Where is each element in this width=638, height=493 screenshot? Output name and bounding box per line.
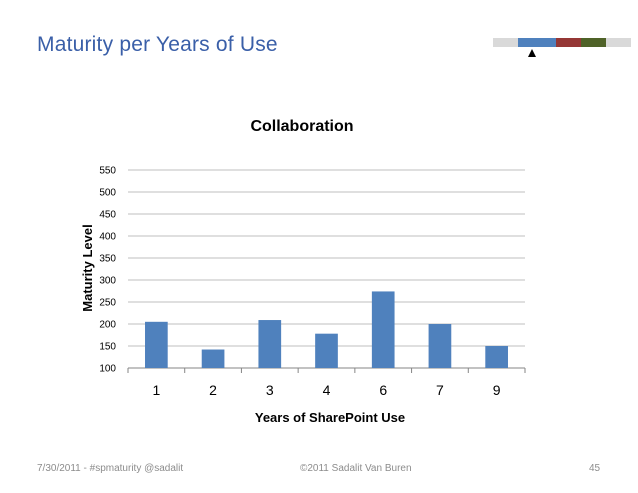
y-axis-title: Maturity Level [80,224,95,311]
bar [371,291,395,368]
y-tick-labels: 100 150 200 250 300 350 400 450 500 550 [99,166,116,375]
current-section-marker-icon [528,49,536,57]
chart-title: Collaboration [250,118,353,135]
y-tick-label: 200 [99,320,116,331]
x-tick-label: 1 [152,382,160,398]
x-tick-label: 9 [493,382,501,398]
nav-segment-1 [493,38,518,47]
y-tick-label: 450 [99,210,116,221]
bars [145,291,508,368]
x-tick-label: 7 [436,382,444,398]
y-tick-label: 400 [99,232,116,243]
y-tick-label: 300 [99,276,116,287]
y-tick-label: 500 [99,188,116,199]
x-tick-label: 4 [323,382,331,398]
y-tick-label: 100 [99,364,116,375]
nav-segment-3 [556,38,581,47]
nav-segment-5 [606,38,631,47]
x-tick-label: 2 [209,382,217,398]
x-tick-label: 3 [266,382,274,398]
section-nav-strip [493,38,631,47]
page-number: 45 [589,463,601,474]
bar [145,321,168,368]
bar [201,349,225,368]
slide-title: Maturity per Years of Use [37,33,278,56]
nav-segment-4 [581,38,606,47]
y-tick-label: 550 [99,166,116,177]
bar [258,320,282,368]
x-tick-label: 6 [379,382,387,398]
bar [428,324,452,368]
bar [315,333,338,368]
y-tick-label: 150 [99,342,116,353]
x-axis-title: Years of SharePoint Use [255,410,405,425]
nav-segment-2 [518,38,556,47]
y-tick-label: 250 [99,298,116,309]
footer-date-hashtag: 7/30/2011 - #spmaturity @sadalit [37,463,184,474]
x-tick-labels: 1 2 3 4 6 7 9 [152,382,500,398]
bar [485,346,508,368]
y-tick-label: 350 [99,254,116,265]
footer-copyright: ©2011 Sadalit Van Buren [300,463,412,474]
bar-chart: Collaboration 100 150 200 250 300 350 400 450 50… [80,118,526,425]
